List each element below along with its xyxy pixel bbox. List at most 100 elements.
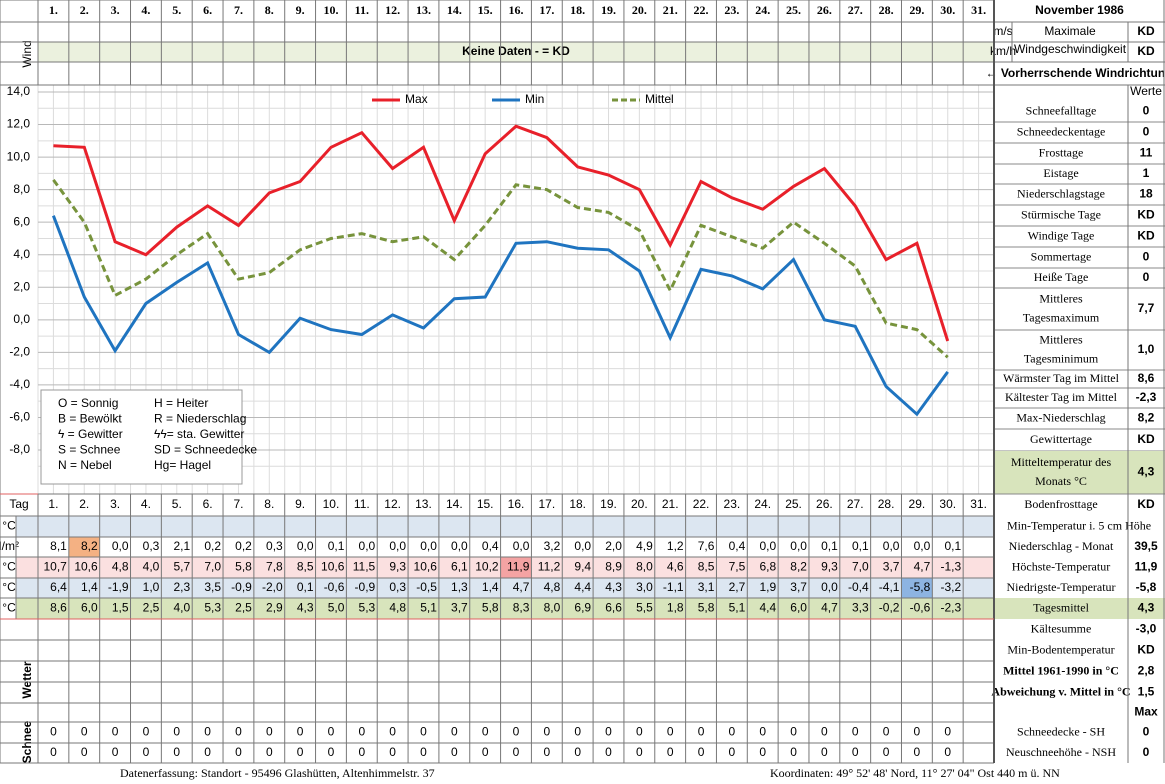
cell-value: 10,6 bbox=[414, 560, 438, 574]
cell-value: 7,6 bbox=[698, 539, 715, 553]
snow-value: 0 bbox=[574, 725, 581, 739]
cell-value: 7,0 bbox=[852, 560, 869, 574]
cell-value: 5,7 bbox=[174, 560, 191, 574]
cell-value: 8,2 bbox=[81, 539, 98, 553]
summary-value: 4,3 bbox=[1138, 601, 1155, 615]
summary-label: Min-Temperatur i. 5 cm Höhe bbox=[1007, 518, 1151, 532]
cell-value: 0,0 bbox=[451, 539, 468, 553]
snow-value: 0 bbox=[698, 745, 705, 759]
summary-value: 39,5 bbox=[1134, 539, 1158, 553]
snow-value: 0 bbox=[451, 745, 458, 759]
summary-value: Max bbox=[1134, 705, 1158, 719]
y-tick-label: 0,0 bbox=[13, 312, 30, 326]
snow-value: 0 bbox=[513, 745, 520, 759]
cell-value: 8,5 bbox=[297, 560, 314, 574]
day-header: 28. bbox=[879, 3, 894, 17]
cell-value: 4,7 bbox=[821, 601, 838, 615]
snow-value: 0 bbox=[759, 725, 766, 739]
snow-value: 0 bbox=[328, 745, 335, 759]
series-line bbox=[53, 124, 950, 342]
snow-value: 0 bbox=[605, 745, 612, 759]
cell-value: 1,9 bbox=[759, 580, 776, 594]
cell-value: 5,5 bbox=[636, 601, 653, 615]
cell-value: 8,0 bbox=[544, 601, 561, 615]
cell-value: 2,9 bbox=[266, 601, 283, 615]
day-header: 7. bbox=[234, 3, 243, 17]
day-header: 2. bbox=[79, 497, 89, 511]
series-line bbox=[51, 215, 949, 417]
cell-value: 3,2 bbox=[544, 539, 561, 553]
weather-label: Wetter bbox=[20, 661, 34, 698]
weather-legend-item: SD = Schneedecke bbox=[154, 443, 257, 457]
cell-value: 0,0 bbox=[883, 539, 900, 553]
summary-label: Kältesumme bbox=[1031, 621, 1092, 635]
snow-value: 0 bbox=[574, 745, 581, 759]
summary-value: -3,0 bbox=[1136, 622, 1157, 636]
cell-value: 8,2 bbox=[790, 560, 807, 574]
weather-legend-item: Hg= Hagel bbox=[154, 458, 211, 472]
cell-value: 11,5 bbox=[353, 560, 376, 574]
day-header: 3. bbox=[111, 3, 120, 17]
cell-value: 5,3 bbox=[359, 601, 376, 615]
stats-header: Werte bbox=[1130, 84, 1162, 98]
day-header: 27. bbox=[848, 3, 863, 17]
snow-value: 0 bbox=[667, 725, 674, 739]
cell-value: 1,4 bbox=[81, 580, 98, 594]
cell-value: 1,8 bbox=[667, 601, 684, 615]
snow-value: 0 bbox=[235, 745, 242, 759]
snow-value: 0 bbox=[944, 745, 951, 759]
cell-value: 7,8 bbox=[266, 560, 283, 574]
cell-value: 8,5 bbox=[698, 560, 715, 574]
summary-value: 0 bbox=[1143, 745, 1150, 759]
legend-label: Max bbox=[405, 92, 428, 106]
title: November 1986 bbox=[1035, 3, 1124, 17]
stat-value: 0 bbox=[1143, 104, 1150, 118]
cell-value: 2,5 bbox=[235, 601, 252, 615]
day-header: 3. bbox=[110, 497, 120, 511]
cell-value: -2,0 bbox=[262, 580, 283, 594]
day-header: 5. bbox=[172, 497, 182, 511]
day-header: 5. bbox=[172, 3, 181, 17]
cell-value: 4,0 bbox=[143, 560, 160, 574]
day-header: 20. bbox=[631, 497, 648, 511]
cell-value: 3,7 bbox=[883, 560, 900, 574]
stat-label: Monats °C bbox=[1035, 474, 1087, 488]
cell-value: 6,0 bbox=[81, 601, 98, 615]
cell-value: 0,4 bbox=[729, 539, 746, 553]
snow-value: 0 bbox=[667, 745, 674, 759]
wind-direction: ← Vorherrschende Windrichtung bbox=[985, 66, 1165, 80]
day-header: 14. bbox=[447, 3, 462, 17]
day-header: 28. bbox=[878, 497, 895, 511]
unit: °C bbox=[2, 580, 16, 594]
snow-value: 0 bbox=[112, 725, 119, 739]
stat-value: 8,6 bbox=[1138, 371, 1155, 385]
unit: °C bbox=[2, 560, 16, 574]
day-header: 12. bbox=[384, 497, 401, 511]
snow-value: 0 bbox=[328, 725, 335, 739]
snow-value: 0 bbox=[266, 745, 273, 759]
weather-legend-item: S = Schnee bbox=[58, 443, 121, 457]
cell-value: 6,1 bbox=[451, 560, 468, 574]
stat-label: Mittleres bbox=[1039, 291, 1083, 305]
cell-value: 3,5 bbox=[204, 580, 221, 594]
cell-value: -0,2 bbox=[879, 601, 900, 615]
snow-value: 0 bbox=[420, 725, 427, 739]
snow-value: 0 bbox=[204, 725, 211, 739]
cell-value: 6,9 bbox=[574, 601, 591, 615]
day-header: 1. bbox=[49, 3, 58, 17]
weather-legend-item: B = Bewölkt bbox=[58, 412, 122, 426]
cell-value: 4,7 bbox=[513, 580, 530, 594]
day-header: 4. bbox=[141, 497, 151, 511]
stat-label: Mitteltemperatur des bbox=[1011, 455, 1112, 469]
day-header: 16. bbox=[508, 497, 525, 511]
day-header: 11. bbox=[355, 3, 369, 17]
cell-value: 0,1 bbox=[328, 539, 345, 553]
y-tick-label: 12,0 bbox=[7, 117, 31, 131]
cell-value: 10,6 bbox=[74, 560, 98, 574]
cell-value: 0,1 bbox=[821, 539, 838, 553]
stat-label: Tagesminimum bbox=[1024, 351, 1099, 365]
summary-label: Min-Bodentemperatur bbox=[1007, 642, 1114, 656]
cell-value: 5,8 bbox=[235, 560, 252, 574]
cell-value: 10,2 bbox=[475, 560, 499, 574]
